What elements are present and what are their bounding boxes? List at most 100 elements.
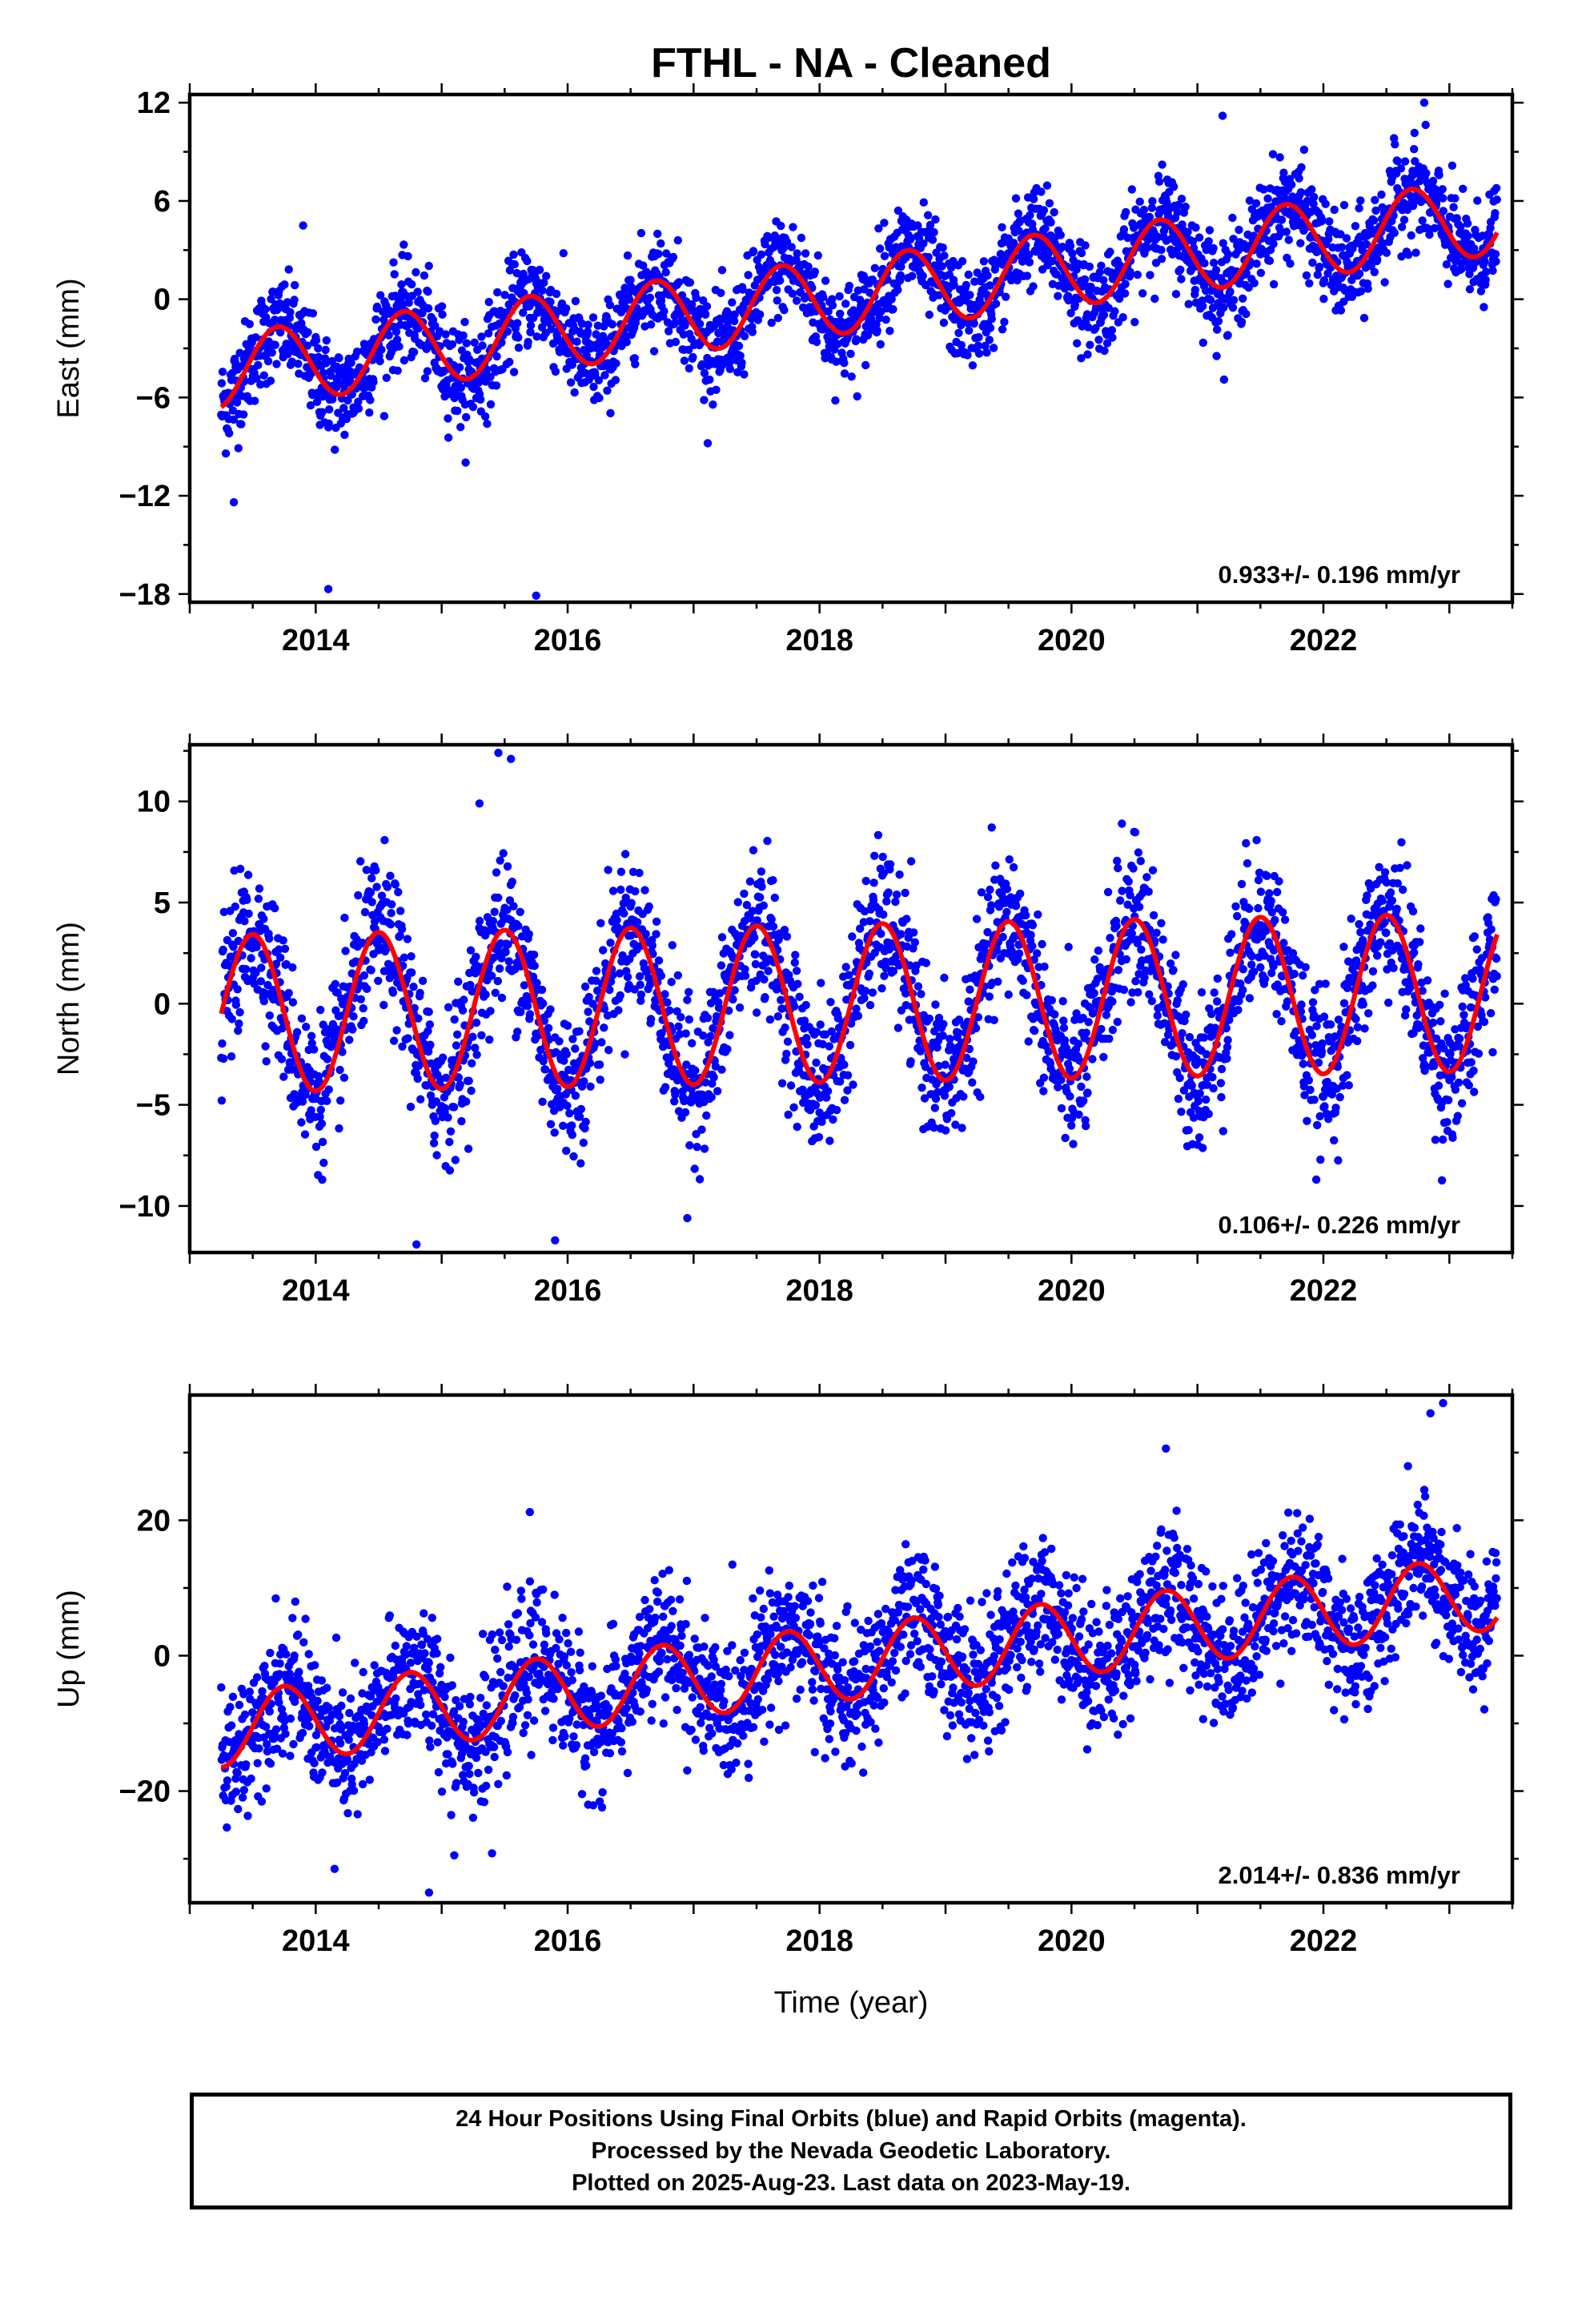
data-point: [669, 252, 678, 262]
data-point: [338, 1047, 347, 1056]
data-point: [272, 360, 281, 368]
data-point: [1245, 994, 1255, 1003]
data-point: [568, 1130, 576, 1140]
data-point: [1107, 326, 1117, 335]
data-point: [576, 1159, 585, 1168]
data-point: [464, 1076, 473, 1085]
data-point: [255, 884, 264, 893]
data-point: [327, 356, 336, 366]
data-point: [608, 887, 618, 895]
data-point: [764, 233, 773, 243]
data-point: [382, 373, 391, 382]
data-point: [1039, 1087, 1048, 1096]
data-point: [1219, 303, 1228, 312]
data-point: [603, 386, 612, 395]
data-point: [490, 907, 499, 916]
data-point: [983, 893, 993, 902]
data-point: [1422, 169, 1431, 178]
data-point: [926, 220, 935, 230]
data-point: [1229, 296, 1239, 304]
data-point: [1393, 157, 1403, 166]
data-point: [221, 449, 231, 458]
data-point: [494, 893, 503, 903]
data-point: [614, 1006, 623, 1015]
data-point: [1142, 243, 1152, 252]
data-point: [1142, 873, 1151, 882]
data-point: [1391, 140, 1399, 149]
data-point: [759, 901, 768, 910]
data-point: [653, 229, 662, 239]
data-point: [1325, 217, 1334, 226]
data-point: [430, 1131, 439, 1140]
data-point: [957, 320, 966, 330]
data-point: [591, 369, 600, 379]
data-point: [233, 985, 242, 994]
data-point: [526, 328, 535, 336]
data-point: [1016, 889, 1025, 899]
data-point: [717, 961, 726, 970]
data-point: [1242, 268, 1251, 278]
data-point: [290, 296, 299, 304]
data-point: [709, 400, 717, 409]
data-point: [802, 1034, 811, 1043]
data-point: [705, 375, 714, 384]
data-point: [331, 445, 339, 454]
data-point: [1492, 183, 1501, 193]
data-point: [524, 930, 533, 939]
data-point: [1355, 203, 1363, 213]
data-point: [845, 971, 853, 979]
data-point: [1473, 196, 1482, 205]
data-point: [623, 972, 632, 982]
data-point: [648, 950, 657, 959]
data-point: [251, 968, 260, 978]
data-point: [793, 1122, 801, 1132]
data-point: [461, 458, 470, 467]
data-point: [477, 1031, 486, 1040]
data-point: [1171, 1051, 1181, 1061]
data-point: [998, 325, 1007, 334]
data-point: [832, 1105, 841, 1115]
data-point: [1425, 230, 1434, 239]
data-point: [1318, 215, 1327, 225]
data-point: [562, 1050, 571, 1059]
data-point: [730, 986, 739, 995]
data-point: [1194, 1096, 1203, 1106]
data-point: [991, 861, 1000, 870]
data-point: [1029, 195, 1038, 203]
data-point: [1243, 858, 1252, 868]
data-point: [979, 257, 989, 266]
data-point: [566, 378, 576, 387]
data-point: [1418, 216, 1427, 225]
data-point: [408, 279, 416, 289]
data-point: [571, 1092, 580, 1100]
data-point: [725, 358, 734, 367]
data-point: [1363, 284, 1372, 293]
data-point: [559, 1121, 568, 1131]
data-point: [451, 1156, 460, 1164]
data-point: [256, 977, 265, 986]
data-point: [879, 910, 888, 919]
data-point: [901, 888, 909, 898]
data-point: [379, 1000, 388, 1010]
data-point: [636, 990, 646, 999]
data-point: [780, 306, 789, 315]
data-point: [717, 933, 727, 942]
data-point: [309, 1045, 319, 1054]
data-point: [520, 981, 529, 990]
data-point: [1356, 287, 1366, 296]
data-point: [1102, 339, 1112, 348]
data-point: [509, 250, 518, 259]
data-point: [1029, 282, 1038, 291]
data-point: [675, 1030, 685, 1039]
data-point: [546, 1005, 555, 1014]
data-point: [316, 1005, 325, 1015]
data-point: [741, 965, 749, 974]
data-point: [584, 992, 593, 1002]
data-point: [816, 1020, 825, 1029]
data-point: [514, 333, 523, 342]
data-point: [504, 940, 512, 949]
data-point: [908, 271, 917, 280]
outlier-point: [532, 591, 540, 600]
data-point: [297, 1014, 307, 1023]
data-point: [449, 1055, 458, 1064]
